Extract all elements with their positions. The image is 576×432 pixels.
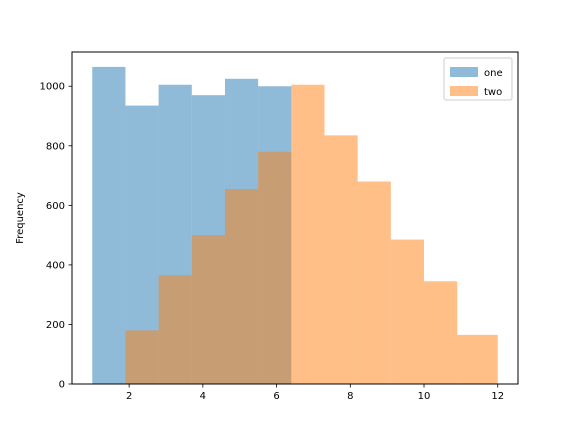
legend: one two	[443, 57, 513, 101]
bar-two-5	[291, 84, 325, 385]
y-tick-label: 400	[46, 260, 65, 271]
bar-two-3	[224, 188, 259, 384]
bar-two-8	[390, 239, 425, 384]
x-tick-label: 12	[491, 391, 504, 402]
bar-two-4	[258, 151, 292, 384]
y-tick-label: 800	[46, 141, 65, 152]
bar-two-10	[457, 334, 498, 384]
x-axis-ticks: 2 4 6 8 10 12	[126, 384, 504, 402]
x-tick-label: 2	[126, 391, 132, 402]
y-tick-label: 0	[59, 380, 65, 391]
bar-two-1	[158, 275, 192, 384]
y-axis-label: Frequency	[15, 192, 26, 244]
bar-one-0	[92, 66, 126, 385]
x-tick-label: 8	[347, 391, 353, 402]
bar-two-7	[357, 181, 391, 384]
legend-swatch-one	[450, 67, 478, 77]
bar-two-9	[424, 281, 458, 384]
axes-frame	[71, 51, 519, 385]
y-tick-label: 1000	[40, 82, 65, 93]
bars-layer	[92, 66, 498, 385]
bar-two-2	[191, 235, 225, 384]
bar-two-0	[125, 330, 159, 384]
y-axis-ticks: 0 200 400 600 800 1000	[40, 82, 72, 391]
x-tick-label: 6	[273, 391, 279, 402]
bar-two-6	[324, 135, 358, 384]
legend-items: one two	[450, 67, 503, 98]
x-tick-label: 10	[418, 391, 431, 402]
legend-label-one: one	[484, 68, 503, 79]
y-tick-label: 600	[46, 201, 65, 212]
legend-swatch-two	[450, 86, 478, 96]
legend-label-two: two	[484, 87, 502, 98]
y-tick-label: 200	[46, 320, 65, 331]
x-tick-label: 4	[200, 391, 206, 402]
